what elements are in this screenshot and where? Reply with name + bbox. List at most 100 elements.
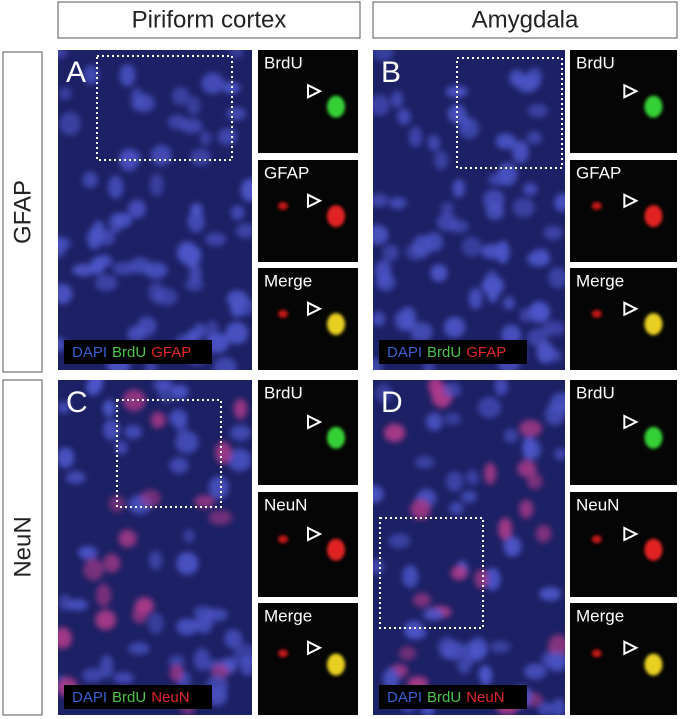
inset-box bbox=[456, 57, 563, 169]
signal bbox=[644, 95, 663, 118]
inset-label: Merge bbox=[264, 606, 312, 625]
nucleus bbox=[176, 241, 198, 264]
inset-label: Merge bbox=[576, 606, 624, 625]
nucleus bbox=[527, 473, 543, 490]
nucleus bbox=[176, 552, 199, 575]
nucleus bbox=[477, 396, 501, 419]
nucleus bbox=[72, 263, 95, 277]
cell-signal bbox=[327, 538, 345, 561]
nucleus bbox=[149, 173, 164, 197]
legend-item: BrdU bbox=[112, 344, 146, 361]
nucleus bbox=[169, 664, 184, 682]
nucleus bbox=[373, 193, 389, 208]
nucleus bbox=[199, 130, 212, 146]
panel: C DAPI BrdU NeuN BrdU NeuN Merge bbox=[58, 380, 358, 715]
nucleus bbox=[375, 383, 393, 403]
nucleus bbox=[217, 127, 238, 146]
inset-label: GFAP bbox=[264, 163, 309, 182]
column-header-box bbox=[57, 1, 361, 39]
nucleus bbox=[484, 269, 499, 293]
cell-signal bbox=[278, 535, 288, 544]
nucleus bbox=[445, 471, 464, 492]
nucleus bbox=[176, 618, 199, 636]
nucleus bbox=[484, 567, 501, 591]
nucleus bbox=[474, 569, 489, 589]
nucleus bbox=[58, 447, 75, 469]
nucleus bbox=[398, 646, 417, 661]
nucleus bbox=[83, 65, 99, 85]
cell-signal bbox=[591, 535, 602, 544]
nucleus bbox=[449, 219, 469, 234]
column-header-box bbox=[372, 1, 678, 39]
cell-signal bbox=[591, 309, 602, 318]
nucleus bbox=[489, 640, 511, 654]
legend-box bbox=[64, 340, 212, 364]
nucleus bbox=[397, 108, 411, 125]
micrograph bbox=[58, 50, 252, 370]
inset-label: BrdU bbox=[264, 383, 303, 402]
cell-signal bbox=[278, 309, 288, 318]
nucleus bbox=[544, 403, 565, 426]
arrowhead bbox=[307, 83, 323, 99]
nucleus bbox=[58, 627, 72, 649]
nucleus bbox=[373, 50, 395, 62]
nucleus bbox=[519, 420, 543, 437]
nucleus bbox=[128, 642, 150, 655]
nucleus bbox=[373, 311, 386, 327]
nucleus bbox=[427, 134, 441, 151]
nucleus bbox=[234, 296, 252, 316]
nucleus bbox=[58, 86, 72, 101]
nucleus bbox=[433, 150, 449, 171]
cell-signal bbox=[591, 201, 602, 210]
nucleus bbox=[140, 489, 161, 508]
cell-signal bbox=[327, 653, 345, 676]
nucleus bbox=[107, 175, 124, 199]
nucleus bbox=[495, 240, 510, 264]
nucleus bbox=[414, 455, 435, 469]
panel-letter: D bbox=[381, 386, 403, 419]
nucleus bbox=[233, 398, 248, 420]
column-header: Piriform cortex bbox=[132, 6, 287, 33]
nucleus bbox=[509, 69, 525, 87]
nucleus bbox=[382, 667, 400, 690]
nucleus bbox=[65, 470, 86, 484]
legend-box bbox=[379, 685, 527, 709]
arrowhead bbox=[623, 414, 639, 430]
nucleus bbox=[535, 524, 552, 543]
signal bbox=[327, 426, 345, 449]
nucleus bbox=[417, 488, 435, 503]
nucleus bbox=[548, 266, 565, 289]
nuclei bbox=[58, 380, 252, 715]
nucleus bbox=[95, 609, 117, 630]
arrowhead bbox=[623, 526, 639, 542]
legend-item: DAPI bbox=[387, 689, 422, 706]
inset-label: Merge bbox=[576, 271, 624, 290]
panel: A DAPI BrdU GFAP BrdU GFAP Merge bbox=[58, 50, 358, 370]
nucleus bbox=[190, 148, 211, 166]
nucleus bbox=[485, 202, 505, 220]
nucleus bbox=[82, 171, 98, 188]
nucleus bbox=[187, 96, 201, 116]
nucleus bbox=[169, 457, 189, 474]
legend-item: GFAP bbox=[466, 344, 506, 361]
nucleus bbox=[208, 509, 233, 526]
inset-label: NeuN bbox=[264, 495, 307, 514]
nucleus bbox=[495, 133, 517, 150]
signal bbox=[591, 649, 663, 676]
nucleus bbox=[442, 641, 466, 661]
inset-box bbox=[96, 55, 233, 161]
legend-item: BrdU bbox=[427, 689, 461, 706]
nucleus bbox=[194, 495, 215, 509]
row-header: NeuN bbox=[9, 516, 36, 577]
nucleus bbox=[537, 701, 554, 715]
nucleus bbox=[512, 197, 535, 218]
nucleus bbox=[134, 94, 155, 113]
nucleus bbox=[452, 178, 466, 198]
nucleus bbox=[85, 380, 101, 396]
nucleus bbox=[373, 558, 384, 575]
nucleus bbox=[147, 612, 164, 635]
nucleus bbox=[479, 665, 493, 687]
arrowhead bbox=[307, 640, 323, 656]
nucleus bbox=[554, 193, 565, 212]
